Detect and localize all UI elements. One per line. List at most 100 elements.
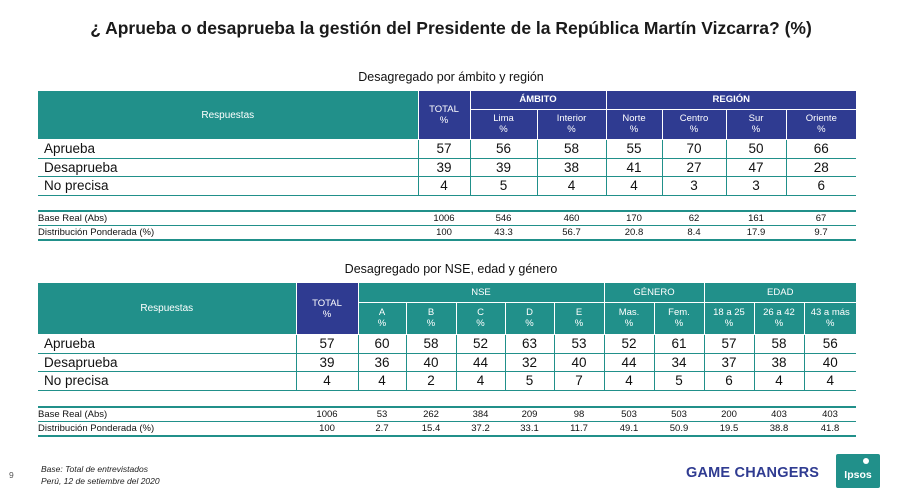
table-row: No precisa 4 5 4 4 3 3 6 xyxy=(38,176,856,196)
base-value: 62 xyxy=(662,210,726,226)
column-header-unit: % xyxy=(426,318,436,330)
column-header-label: B xyxy=(427,307,435,319)
table1-body: Aprueba 57 56 58 55 70 50 66 Desaprueba 39 39 38 41 2… xyxy=(38,140,856,196)
base-value: 161 xyxy=(726,210,786,226)
column-header-label: Fem. xyxy=(668,307,690,319)
cell-value: 39 xyxy=(469,158,537,177)
table2-subtitle: Desagregado por NSE, edad y género xyxy=(344,262,558,276)
base-value: 17.9 xyxy=(726,225,786,241)
table-row: Desaprueba 39 39 38 41 27 47 28 xyxy=(38,158,856,177)
base-row: Distribución Ponderada (%) 100 2.7 15.4 37.2… xyxy=(38,421,856,437)
column-header-label: Oriente xyxy=(805,113,837,125)
cell-value: 53 xyxy=(553,335,604,354)
cell-value: 66 xyxy=(785,140,856,159)
base-row-label: Distribución Ponderada (%) xyxy=(38,225,418,241)
column-header-unit: % xyxy=(476,318,485,330)
column-header-label: Interior xyxy=(556,113,587,125)
base-value: 20.8 xyxy=(606,225,662,241)
cell-value: 44 xyxy=(603,353,654,372)
base-value: 503 xyxy=(604,406,654,422)
base-value: 98 xyxy=(554,406,604,422)
cell-value: 6 xyxy=(703,371,754,391)
column-header-label: 43 a más xyxy=(810,307,850,319)
column-header: Centro% xyxy=(661,108,727,139)
column-header-label: Mas. xyxy=(618,307,640,319)
cell-value: 4 xyxy=(536,176,606,196)
cell-value: 50 xyxy=(725,140,786,159)
column-header-label: E xyxy=(575,307,583,319)
base-value: 41.8 xyxy=(804,421,856,437)
cell-value: 4 xyxy=(357,371,406,391)
column-header-label: C xyxy=(477,307,484,319)
cell-value: 34 xyxy=(653,353,704,372)
cell-value: 57 xyxy=(703,335,754,354)
cell-value: 4 xyxy=(753,371,804,391)
cell-value: 39 xyxy=(417,158,470,177)
base-value: 38.8 xyxy=(754,421,804,437)
cell-value: 32 xyxy=(504,353,554,372)
base-value: 56.7 xyxy=(537,225,606,241)
base-value: 15.4 xyxy=(406,421,456,437)
base-value: 49.1 xyxy=(604,421,654,437)
cell-value: 28 xyxy=(785,158,856,177)
cell-value: 2 xyxy=(405,371,456,391)
table-row: Aprueba 57 56 58 55 70 50 66 xyxy=(38,140,856,159)
column-header: D% xyxy=(504,301,554,334)
cell-value: 40 xyxy=(553,353,604,372)
base-value: 546 xyxy=(470,210,537,226)
base-value: 37.2 xyxy=(456,421,505,437)
edad-group-header: EDAD xyxy=(703,283,856,302)
table2-body: Aprueba 57 60 58 52 63 53 52 61 57 58 56 Desaprueba 3… xyxy=(38,335,856,391)
column-header-unit: % xyxy=(567,124,576,136)
column-header: Norte% xyxy=(605,108,663,139)
column-header-label: D xyxy=(526,307,533,319)
base-value: 19.5 xyxy=(704,421,754,437)
column-header-unit: % xyxy=(674,318,684,330)
column-header: A% xyxy=(357,301,406,334)
cell-value: 5 xyxy=(504,371,554,391)
column-header: Fem.% xyxy=(653,301,704,334)
base-value: 403 xyxy=(804,406,856,422)
column-header: Interior% xyxy=(536,108,607,139)
base-value: 460 xyxy=(537,210,606,226)
table1-base: Base Real (Abs) 1006 546 460 170 62 161 67 Distr… xyxy=(38,210,856,241)
column-header-unit: % xyxy=(499,124,508,136)
table-row: Aprueba 57 60 58 52 63 53 52 61 57 58 56 xyxy=(38,335,856,354)
cell-value: 7 xyxy=(553,371,604,391)
base-value: 262 xyxy=(406,406,456,422)
column-header: 43 a más% xyxy=(803,301,856,334)
column-header-unit: % xyxy=(817,124,826,136)
column-header: B% xyxy=(405,301,456,334)
table1-header: Respuestas TOTAL% ÁMBITO REGIÓN Lima% Int… xyxy=(38,91,857,139)
base-value: 1006 xyxy=(296,406,358,422)
column-header: E% xyxy=(553,301,604,334)
date-note: Perú, 12 de setiembre del 2020 xyxy=(41,476,160,486)
column-header: C% xyxy=(455,301,505,334)
row-label: Desaprueba xyxy=(38,353,296,372)
column-header-unit: % xyxy=(629,124,639,136)
base-value: 100 xyxy=(418,225,470,241)
cell-value: 63 xyxy=(504,335,554,354)
ipsos-logo: Ipsos xyxy=(836,454,880,488)
cell-value: 4 xyxy=(455,371,505,391)
base-value: 503 xyxy=(654,406,704,422)
cell-value: 38 xyxy=(536,158,606,177)
cell-value: 39 xyxy=(295,353,358,372)
table-row: No precisa 4 4 2 4 5 7 4 5 6 4 4 xyxy=(38,371,856,391)
base-row-label: Base Real (Abs) xyxy=(38,406,296,422)
cell-value: 47 xyxy=(725,158,786,177)
base-row-label: Distribución Ponderada (%) xyxy=(38,421,296,437)
base-value: 67 xyxy=(786,210,856,226)
table-row: Desaprueba 39 36 40 44 32 40 44 34 37 38 40 xyxy=(38,353,856,372)
column-header: Sur% xyxy=(725,108,787,139)
cell-value: 5 xyxy=(653,371,704,391)
cell-value: 4 xyxy=(605,176,662,196)
column-header-unit: % xyxy=(377,318,387,330)
cell-value: 52 xyxy=(603,335,654,354)
respuestas-header: Respuestas xyxy=(38,91,418,139)
column-header-label: Sur xyxy=(748,113,764,125)
game-changers-tagline: GAME CHANGERS xyxy=(686,465,820,481)
base-row: Base Real (Abs) 1006 546 460 170 62 161 67 xyxy=(38,210,856,226)
cell-value: 37 xyxy=(703,353,754,372)
base-value: 43.3 xyxy=(470,225,537,241)
